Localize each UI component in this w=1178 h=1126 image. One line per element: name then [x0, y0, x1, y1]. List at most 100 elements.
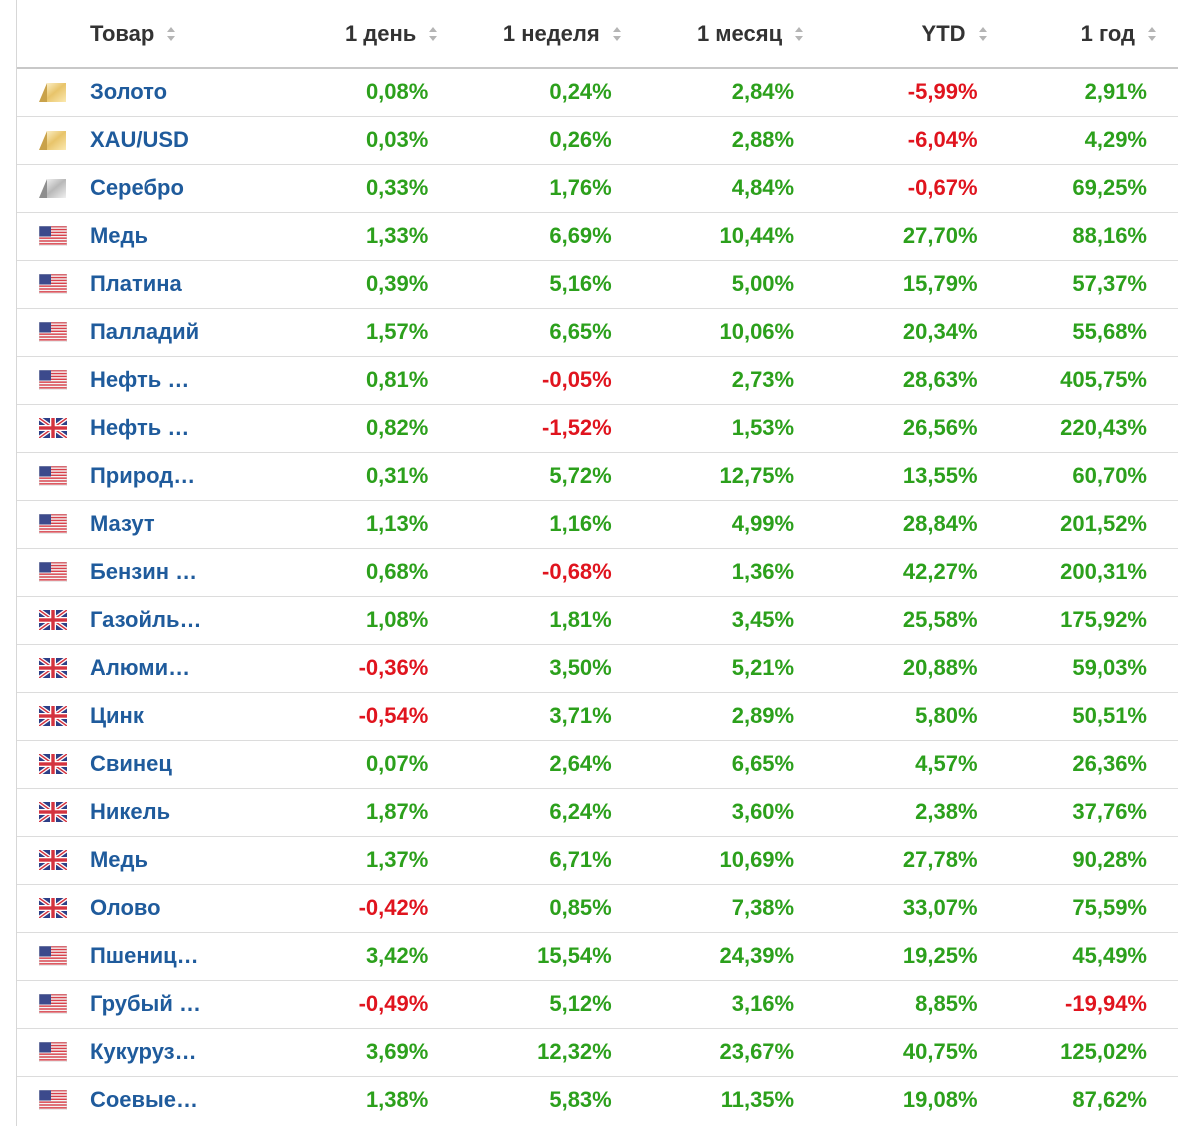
us-flag-icon [39, 274, 67, 294]
change-year-cell: 26,36% [1072, 751, 1147, 776]
change-ytd-cell: 8,85% [915, 991, 978, 1016]
change-year-cell: 75,59% [1072, 895, 1147, 920]
uk-flag-icon [39, 802, 67, 822]
change-month-cell: 3,60% [731, 799, 795, 824]
flag-cell [17, 788, 90, 836]
commodity-name-cell[interactable]: Нефть … [90, 404, 257, 452]
change-day-cell: 1,37% [365, 847, 429, 872]
header-1-year[interactable]: 1 год [996, 0, 1178, 68]
commodity-name-link[interactable]: XAU/USD [89, 127, 189, 152]
header-1-week[interactable]: 1 неделя [446, 0, 629, 68]
commodity-name-cell[interactable]: Никель [90, 788, 257, 836]
change-day-cell: 0,81% [365, 367, 429, 392]
table-row: Газойль… 1,08% 1,81% 3,45% 25,58% 175,92% [17, 596, 1178, 644]
header-1-month-label: 1 месяц [696, 20, 783, 46]
header-product[interactable]: Товар [90, 0, 257, 68]
change-day-cell: 0,68% [365, 559, 429, 584]
change-day-cell: 0,07% [365, 751, 429, 776]
commodity-name-cell[interactable]: Кукуруз… [90, 1028, 257, 1076]
change-day-cell: 1,33% [365, 223, 429, 248]
change-week-cell: 5,16% [549, 271, 612, 296]
change-year-cell: 125,02% [1060, 1039, 1147, 1064]
commodity-name-link[interactable]: Медь [89, 223, 148, 248]
change-week-cell: 3,50% [549, 655, 612, 680]
commodity-name-cell[interactable]: Соевые… [90, 1076, 257, 1124]
header-1-month[interactable]: 1 месяц [630, 0, 812, 68]
commodity-name-link[interactable]: Свинец [89, 751, 172, 776]
commodity-name-cell[interactable]: Алюми… [90, 644, 257, 692]
commodity-name-link[interactable]: Кукуруз… [89, 1039, 197, 1064]
sort-arrows-icon[interactable] [166, 25, 176, 43]
header-ytd[interactable]: YTD [812, 0, 995, 68]
flag-cell [17, 932, 90, 980]
change-day-cell: 1,08% [365, 607, 429, 632]
commodity-name-link[interactable]: Соевые… [89, 1087, 199, 1113]
commodity-name-link[interactable]: Газойль… [89, 607, 202, 632]
commodity-name-link[interactable]: Нефть … [89, 367, 190, 392]
change-week-cell: 0,26% [549, 127, 612, 152]
change-month-cell: 6,65% [731, 751, 795, 776]
header-product-label: Товар [89, 20, 155, 46]
header-1-day[interactable]: 1 день [257, 0, 447, 68]
sort-arrows-icon[interactable] [978, 25, 988, 43]
change-ytd-cell: 42,27% [902, 559, 978, 584]
us-flag-icon [39, 946, 67, 966]
commodity-name-cell[interactable]: Медь [90, 212, 257, 260]
sort-arrows-icon[interactable] [794, 25, 804, 43]
sort-arrows-icon[interactable] [612, 25, 622, 43]
commodity-name-link[interactable]: Медь [89, 847, 148, 872]
commodity-name-link[interactable]: Цинк [89, 703, 144, 728]
commodity-name-cell[interactable]: Нефть … [90, 356, 257, 404]
change-ytd-cell: 27,78% [902, 847, 978, 872]
sort-arrows-icon[interactable] [428, 25, 438, 43]
change-day-cell: 0,08% [365, 79, 429, 105]
commodity-name-link[interactable]: Нефть … [89, 415, 190, 440]
commodity-name-link[interactable]: Палладий [89, 319, 200, 344]
commodity-name-cell[interactable]: Золото [90, 68, 257, 116]
table-row: Мазут 1,13% 1,16% 4,99% 28,84% 201,52% [17, 500, 1178, 548]
change-week-cell: 15,54% [537, 943, 612, 968]
change-ytd-cell: 33,07% [902, 895, 978, 920]
change-ytd-cell: 15,79% [902, 271, 978, 296]
commodity-name-link[interactable]: Мазут [89, 511, 155, 536]
commodity-name-cell[interactable]: Мазут [90, 500, 257, 548]
commodity-name-cell[interactable]: Бензин … [90, 548, 257, 596]
commodity-name-link[interactable]: Природ… [89, 463, 196, 488]
change-day-cell: 3,42% [365, 943, 429, 968]
commodity-name-link[interactable]: Никель [89, 799, 171, 824]
commodity-name-cell[interactable]: Газойль… [90, 596, 257, 644]
commodity-name-cell[interactable]: XAU/USD [90, 116, 257, 164]
commodity-name-cell[interactable]: Пшениц… [90, 932, 257, 980]
commodity-name-link[interactable]: Пшениц… [89, 943, 199, 968]
commodity-name-link[interactable]: Бензин … [89, 559, 198, 584]
commodity-name-link[interactable]: Олово [89, 895, 161, 920]
commodity-name-cell[interactable]: Платина [90, 260, 257, 308]
table-row: Грубый … -0,49% 5,12% 3,16% 8,85% -19,94% [17, 980, 1178, 1028]
us-flag-icon [39, 322, 67, 342]
commodity-name-cell[interactable]: Природ… [90, 452, 257, 500]
change-year-cell: 201,52% [1060, 511, 1147, 536]
commodity-name-cell[interactable]: Грубый … [90, 980, 257, 1028]
gold-icon [39, 131, 66, 150]
sort-arrows-icon[interactable] [1147, 25, 1157, 43]
commodity-name-cell[interactable]: Серебро [90, 164, 257, 212]
change-year-cell: 4,29% [1084, 127, 1147, 152]
commodity-name-link[interactable]: Алюми… [89, 655, 191, 680]
change-week-cell: 1,76% [549, 175, 612, 200]
change-month-cell: 11,35% [720, 1087, 795, 1113]
change-day-cell: 1,38% [365, 1087, 429, 1113]
commodity-name-cell[interactable]: Цинк [90, 692, 257, 740]
commodity-name-cell[interactable]: Олово [90, 884, 257, 932]
change-month-cell: 4,99% [731, 511, 795, 536]
commodity-name-link[interactable]: Серебро [89, 175, 184, 200]
commodity-name-cell[interactable]: Палладий [90, 308, 257, 356]
commodity-name-link[interactable]: Грубый … [89, 991, 201, 1016]
commodity-name-cell[interactable]: Свинец [90, 740, 257, 788]
table-row: Соевые… 1,38% 5,83% 11,35% 19,08% 87,62% [17, 1076, 1178, 1124]
change-year-cell: 87,62% [1072, 1087, 1147, 1113]
change-ytd-cell: 20,34% [902, 319, 978, 344]
commodity-name-link[interactable]: Золото [89, 79, 168, 105]
commodity-name-cell[interactable]: Медь [90, 836, 257, 884]
flag-cell [17, 596, 90, 644]
commodity-name-link[interactable]: Платина [89, 271, 182, 296]
